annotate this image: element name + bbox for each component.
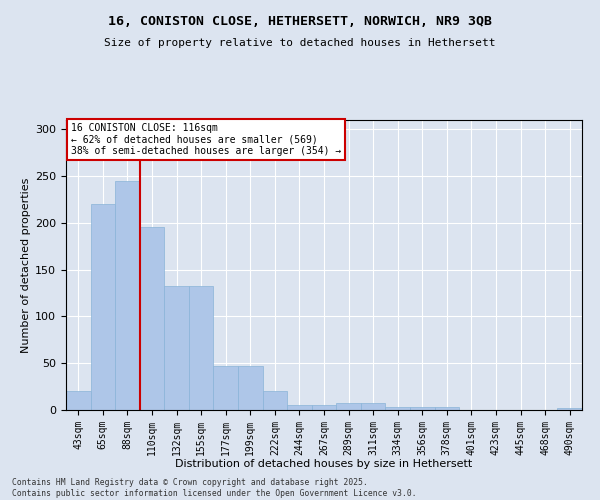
Bar — [287, 406, 312, 410]
Text: Size of property relative to detached houses in Hethersett: Size of property relative to detached ho… — [104, 38, 496, 48]
Bar — [361, 404, 385, 410]
Bar — [91, 204, 115, 410]
Bar — [263, 392, 287, 410]
Bar — [140, 226, 164, 410]
Bar — [238, 366, 263, 410]
Bar — [385, 407, 410, 410]
Bar — [115, 181, 140, 410]
Bar — [410, 407, 434, 410]
Bar — [66, 392, 91, 410]
Bar — [189, 286, 214, 410]
Text: Contains HM Land Registry data © Crown copyright and database right 2025.
Contai: Contains HM Land Registry data © Crown c… — [12, 478, 416, 498]
X-axis label: Distribution of detached houses by size in Hethersett: Distribution of detached houses by size … — [175, 459, 473, 469]
Bar — [557, 408, 582, 410]
Bar — [164, 286, 189, 410]
Bar — [214, 366, 238, 410]
Bar — [336, 404, 361, 410]
Text: 16, CONISTON CLOSE, HETHERSETT, NORWICH, NR9 3QB: 16, CONISTON CLOSE, HETHERSETT, NORWICH,… — [108, 15, 492, 28]
Bar — [312, 406, 336, 410]
Text: 16 CONISTON CLOSE: 116sqm
← 62% of detached houses are smaller (569)
38% of semi: 16 CONISTON CLOSE: 116sqm ← 62% of detac… — [71, 123, 341, 156]
Bar — [434, 407, 459, 410]
Y-axis label: Number of detached properties: Number of detached properties — [21, 178, 31, 352]
